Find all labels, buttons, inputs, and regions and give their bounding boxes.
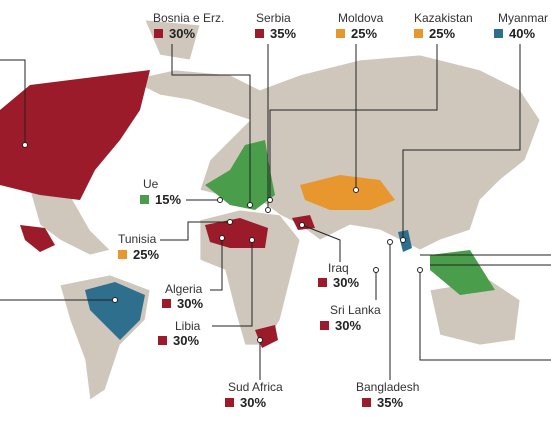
share-value: 30%	[240, 395, 266, 410]
country-name: Tunisia	[118, 232, 157, 246]
color-key	[336, 29, 345, 38]
leader-line	[210, 238, 223, 291]
leader-line	[301, 224, 341, 262]
marker-dot	[257, 337, 263, 343]
marker-dot	[387, 239, 393, 245]
share-value: 30%	[169, 26, 195, 41]
marker-dot	[267, 197, 273, 203]
color-key	[154, 29, 163, 38]
highlighted-countries	[0, 70, 495, 348]
leader-lines	[0, 44, 551, 380]
country-name: Bangladesh	[356, 380, 419, 394]
country-name: Libia	[175, 319, 201, 333]
marker-dot	[219, 235, 225, 241]
country-name: Sri Lanka	[330, 303, 381, 317]
eu	[205, 140, 275, 210]
country-name: Sud Africa	[228, 380, 283, 394]
share-value: 35%	[377, 395, 403, 410]
country-name: Moldova	[338, 11, 384, 25]
share-value: 35%	[270, 26, 296, 41]
marker-dot	[112, 297, 118, 303]
marker-dot	[247, 202, 253, 208]
brazil	[85, 282, 145, 340]
marker-dot	[217, 197, 223, 203]
marker-dot	[249, 237, 255, 243]
country-name: Algeria	[165, 282, 203, 296]
color-key	[494, 29, 503, 38]
share-value: 30%	[335, 318, 361, 333]
share-value: 25%	[351, 26, 377, 41]
share-value: 15%	[155, 192, 181, 207]
labels: Bosnia e Erz.30%Serbia35%Moldova25%Kazak…	[22, 11, 548, 410]
marker-dot	[265, 207, 271, 213]
country-name: Bosnia e Erz.	[153, 11, 224, 25]
marker-dot	[299, 222, 305, 228]
color-key	[318, 278, 327, 287]
leader-line	[419, 270, 551, 361]
color-key	[225, 398, 234, 407]
color-key	[118, 250, 127, 259]
leader-line	[160, 221, 230, 241]
color-key	[158, 336, 167, 345]
country-name: Serbia	[256, 11, 291, 25]
country-name: Kazakistan	[414, 11, 473, 25]
leader-line	[171, 44, 251, 205]
share-value: 25%	[429, 26, 455, 41]
marker-dot	[22, 142, 28, 148]
color-key	[320, 321, 329, 330]
mexico	[20, 225, 55, 252]
country-name: Myanmar	[498, 11, 548, 25]
share-value: 30%	[333, 275, 359, 290]
asean	[430, 250, 495, 295]
canada	[0, 70, 150, 200]
marker-dot	[353, 187, 359, 193]
color-key	[414, 29, 423, 38]
marker-dot	[227, 219, 233, 225]
marker-dot	[400, 237, 406, 243]
share-value: 25%	[133, 247, 159, 262]
marker-dot	[417, 267, 423, 273]
leader-line	[402, 44, 521, 240]
leader-line	[269, 44, 438, 200]
share-value: 30%	[173, 333, 199, 348]
kazakhstan	[300, 175, 395, 210]
country-name: Iraq	[328, 261, 349, 275]
color-key	[255, 29, 264, 38]
share-value: 30%	[177, 296, 203, 311]
color-key	[140, 195, 149, 204]
country-name: Ue	[143, 177, 159, 191]
leader-line	[212, 240, 253, 327]
color-key	[162, 299, 171, 308]
leader-line	[0, 59, 26, 145]
color-key	[362, 398, 371, 407]
marker-dot	[373, 267, 379, 273]
share-value: 40%	[509, 26, 535, 41]
